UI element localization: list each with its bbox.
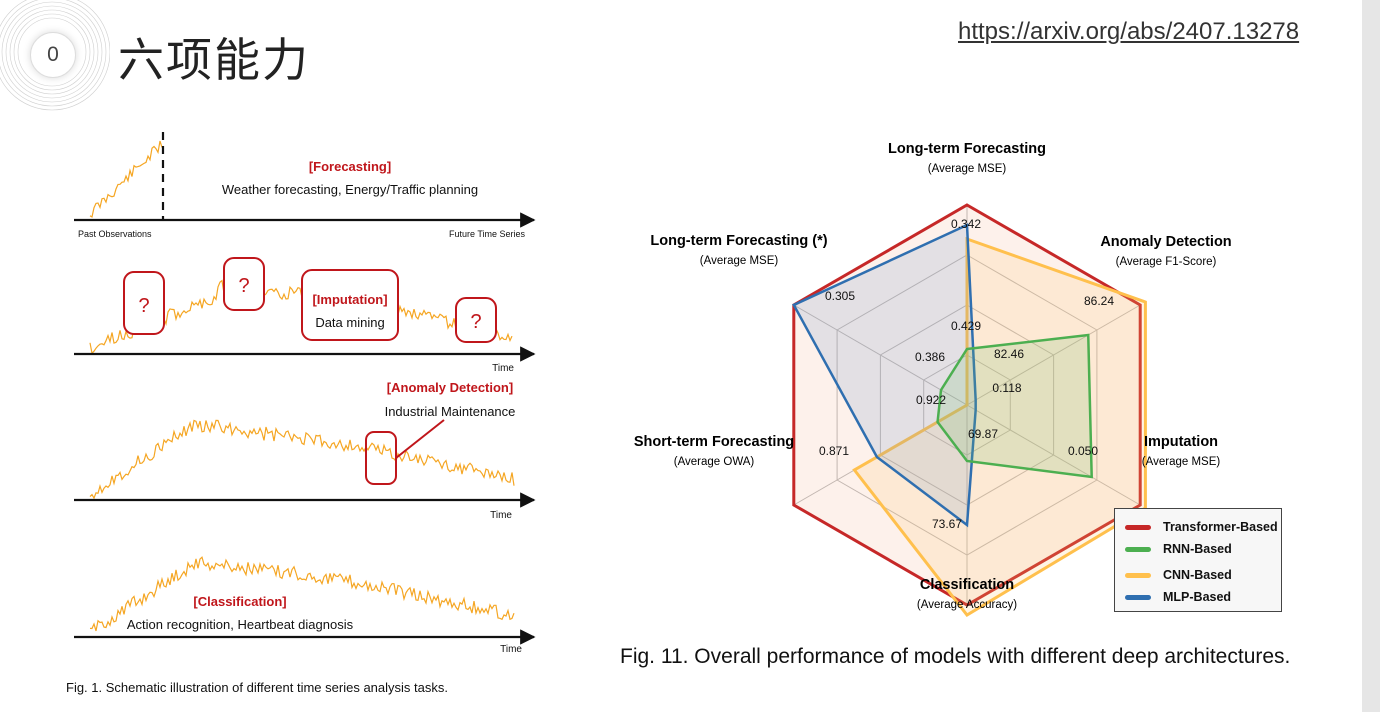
- legend-swatch: [1125, 572, 1151, 578]
- axis-title-lower-right: Imputation: [1144, 434, 1218, 450]
- value-label: 82.46: [994, 347, 1024, 361]
- legend-label: Transformer-Based: [1163, 520, 1278, 534]
- value-label: 0.342: [951, 217, 981, 231]
- value-label: 86.24: [1084, 294, 1114, 308]
- radar-spoke: [966, 304, 1141, 406]
- forecasting-desc: Weather forecasting, Energy/Traffic plan…: [222, 182, 478, 197]
- radar-spoke: [966, 404, 1141, 506]
- classification-task-label: [Classification]: [193, 594, 286, 609]
- radar-legend: Transformer-Based RNN-Based CNN-Based ML…: [1114, 508, 1282, 612]
- axis-metric-bottom: (Average Accuracy): [917, 599, 1017, 611]
- imputation-bracket: [301, 269, 399, 341]
- cnn-polygon: [852, 236, 1147, 617]
- classification-time-label: Time: [500, 644, 522, 655]
- axis-title-upper-left: Long-term Forecasting (*): [650, 233, 827, 249]
- legend-item-transformer: Transformer-Based: [1125, 517, 1278, 537]
- axis-title-top: Long-term Forecasting: [888, 141, 1046, 157]
- axis-title-bottom: Classification: [920, 577, 1014, 593]
- question-mark: ?: [470, 311, 481, 333]
- missing-bracket-2: [223, 257, 265, 311]
- slide-number: 0: [30, 32, 76, 78]
- axis-metric-top: (Average MSE): [928, 163, 1007, 175]
- axis-metric-upper-right: (Average F1-Score): [1116, 256, 1217, 268]
- classification-series-line: [89, 556, 515, 632]
- legend-item-rnn: RNN-Based: [1125, 539, 1232, 559]
- future-series-label: Future Time Series: [449, 229, 526, 239]
- anomaly-time-label: Time: [490, 510, 512, 521]
- right-figure-caption: Fig. 11. Overall performance of models w…: [620, 645, 1291, 668]
- anomaly-desc: Industrial Maintenance: [385, 404, 516, 419]
- scroll-edge: [1362, 0, 1380, 712]
- legend-swatch: [1125, 594, 1151, 600]
- corner-decoration: [0, 0, 110, 111]
- value-label: 0.922: [916, 393, 946, 407]
- imputation-task-label: [Imputation]: [312, 292, 387, 307]
- task-schematic-figure: [Forecasting] Weather forecasting, Energ…: [74, 132, 536, 655]
- arxiv-link[interactable]: https://arxiv.org/abs/2407.13278: [958, 18, 1300, 45]
- rnn-polygon: [936, 333, 1093, 479]
- legend-label: MLP-Based: [1163, 590, 1232, 604]
- value-label: 0.871: [819, 444, 849, 458]
- mlp-polygon: [792, 223, 977, 528]
- radar-chart: Long-term Forecasting (Average MSE) Anom…: [634, 141, 1232, 617]
- missing-bracket-1: [123, 271, 165, 335]
- classification-desc: Action recognition, Heartbeat diagnosis: [127, 617, 354, 632]
- value-label: 0.386: [915, 350, 945, 364]
- legend-item-mlp: MLP-Based: [1125, 587, 1231, 607]
- page-title: 六项能力: [118, 33, 310, 87]
- axis-metric-lower-left: (Average OWA): [674, 456, 755, 468]
- legend-item-cnn: CNN-Based: [1125, 565, 1232, 585]
- value-label: 69.87: [968, 427, 998, 441]
- value-label: 0.429: [951, 319, 981, 333]
- axis-title-upper-right: Anomaly Detection: [1100, 234, 1231, 250]
- legend-label: CNN-Based: [1163, 568, 1232, 582]
- value-label: 0.050: [1068, 444, 1098, 458]
- legend-swatch: [1125, 524, 1151, 530]
- anomaly-pointer-line: [395, 419, 445, 459]
- axis-title-lower-left: Short-term Forecasting: [634, 434, 794, 450]
- missing-bracket-3: [455, 297, 497, 343]
- question-mark: ?: [238, 275, 249, 297]
- question-mark: ?: [138, 295, 149, 317]
- forecasting-task-label: [Forecasting]: [309, 159, 391, 174]
- radar-spoke: [793, 304, 968, 406]
- anomaly-task-label: [Anomaly Detection]: [387, 380, 513, 395]
- anomaly-series-line: [89, 419, 515, 500]
- legend-swatch: [1125, 546, 1151, 552]
- imputation-time-label: Time: [492, 363, 514, 374]
- axis-metric-lower-right: (Average MSE): [1142, 456, 1221, 468]
- legend-label: RNN-Based: [1163, 542, 1232, 556]
- left-figure-caption: Fig. 1. Schematic illustration of differ…: [66, 680, 448, 695]
- past-observations-label: Past Observations: [78, 229, 152, 239]
- value-label: 0.118: [992, 381, 1021, 395]
- value-label: 0.305: [825, 289, 855, 303]
- value-label: 73.67: [932, 517, 962, 531]
- imputation-desc: Data mining: [315, 315, 384, 330]
- axis-metric-upper-left: (Average MSE): [700, 255, 779, 267]
- forecast-series-line: [89, 140, 163, 218]
